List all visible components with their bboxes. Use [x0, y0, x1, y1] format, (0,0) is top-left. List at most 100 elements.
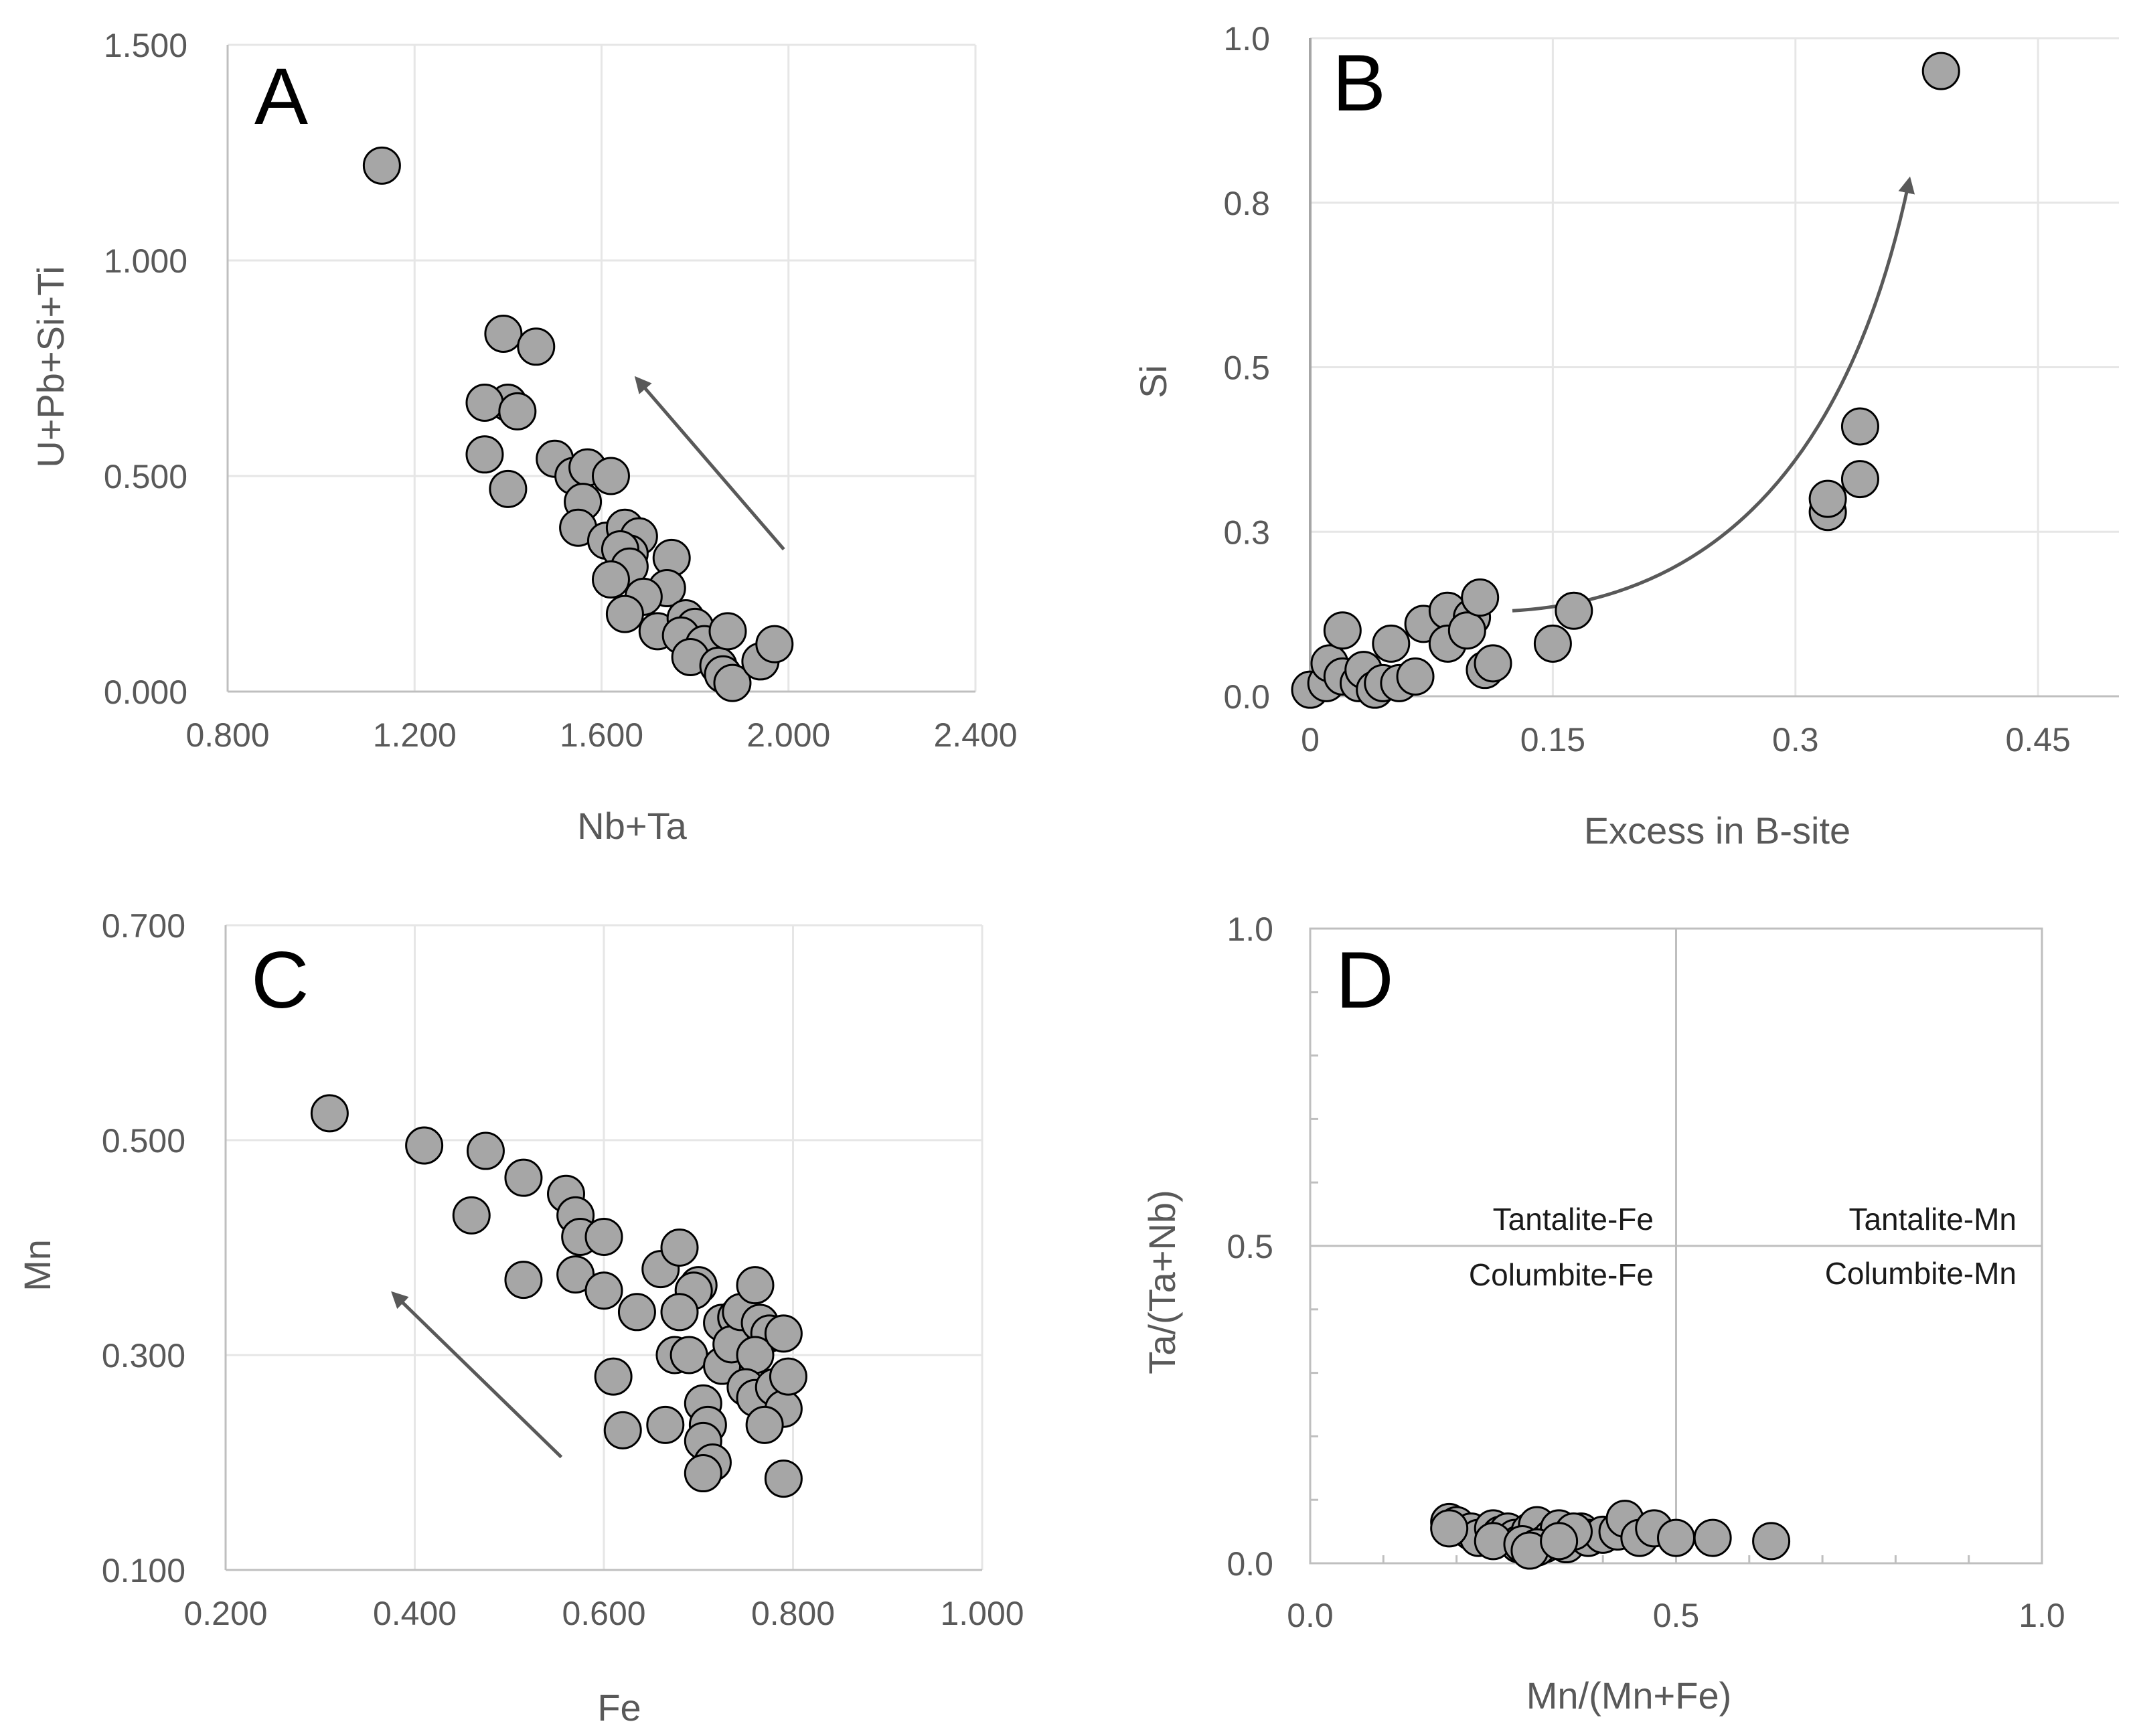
x-tick-label-3: 2.000: [746, 716, 830, 754]
x-tick-label-0: 0: [1301, 721, 1320, 759]
panel-a-frame: [226, 45, 975, 693]
data-point-7: [489, 469, 528, 508]
panel-b-x-axis-label: Excess in B-site: [1584, 809, 1850, 852]
data-point-3: [452, 1196, 491, 1235]
data-point-4: [504, 1158, 543, 1197]
panel-d-minor-ticks: [1310, 991, 1970, 1563]
data-point-21: [1555, 591, 1593, 630]
panel-b-frame: [1309, 38, 2119, 698]
data-point-36: [755, 625, 794, 663]
data-point-23: [1808, 479, 1847, 518]
x-tick-label-1: 0.15: [1520, 721, 1585, 759]
panel-c-points: [310, 1094, 807, 1498]
y-tick-label-2: 0.500: [102, 1122, 185, 1160]
trend-arrow: [1512, 176, 1915, 613]
panel-a-points: [362, 146, 794, 702]
data-point-26: [1921, 52, 1960, 90]
data-point-22: [1657, 1518, 1695, 1557]
data-point-14: [660, 1229, 699, 1267]
panel-d-divider-lines: [1310, 929, 2042, 1563]
panel-a-x-ticks: 0.800 1.200 1.600 2.000 2.400: [185, 716, 1017, 754]
x-tick-label-1: 1.200: [373, 716, 457, 754]
data-point-33: [736, 1266, 775, 1305]
data-point-19: [669, 1336, 708, 1374]
data-point-17: [1461, 578, 1500, 617]
panel-b-y-ticks: 0.0 0.3 0.5 0.8 1.0: [1223, 20, 1270, 716]
y-tick-label-1: 0.300: [102, 1337, 185, 1374]
y-tick-label-2: 1.000: [104, 242, 187, 280]
data-point-5: [498, 392, 537, 430]
x-tick-label-1: 0.5: [1653, 1597, 1700, 1634]
panel-d-y-axis-label: Ta/(Ta+Nb): [1141, 1190, 1183, 1374]
panel-d-x-axis-label: Mn/(Mn+Fe): [1526, 1674, 1732, 1717]
data-point-0: [362, 146, 401, 185]
panel-a-x-axis-label: Nb+Ta: [577, 805, 687, 847]
data-point-25: [1840, 407, 1879, 446]
panel-b-grid: [1310, 37, 2119, 696]
data-point-17: [660, 1293, 699, 1332]
region-label-tantalite-mn: Tantalite-Mn: [1848, 1202, 2017, 1237]
panel-c-frame: [224, 925, 982, 1571]
panel-c-y-axis-label: Mn: [16, 1239, 58, 1291]
data-point-34: [713, 663, 752, 702]
data-point-9: [1372, 624, 1411, 663]
x-tick-label-2: 0.600: [562, 1595, 645, 1632]
region-label-columbite-fe: Columbite-Fe: [1469, 1257, 1654, 1292]
panel-c-trend-arrow: [391, 1291, 563, 1459]
data-point-9: [556, 1255, 595, 1294]
data-point-11: [584, 1271, 623, 1310]
region-label-columbite-mn: Columbite-Mn: [1825, 1256, 2017, 1291]
data-point-20: [594, 1357, 633, 1396]
data-point-21: [603, 1411, 642, 1449]
x-tick-label-2: 0.3: [1772, 721, 1819, 759]
data-point-2: [466, 1131, 505, 1170]
panel-d-x-ticks: 0.0 0.5 1.0: [1287, 1597, 2065, 1634]
data-point-43: [745, 1405, 784, 1444]
panel-d-y-ticks: 0.0 0.5 1.0: [1227, 911, 1273, 1583]
data-point-29: [1430, 1509, 1469, 1548]
data-point-2: [517, 327, 556, 366]
panel-b-points: [1291, 52, 1960, 709]
data-point-8: [584, 1217, 623, 1256]
data-point-42: [769, 1357, 807, 1396]
data-point-44: [764, 1459, 803, 1498]
data-point-27: [684, 1454, 722, 1493]
panel-d-points: [1430, 1500, 1791, 1570]
y-tick-label-0: 0.0: [1227, 1545, 1273, 1583]
trend-arrow: [391, 1291, 563, 1459]
data-point-24: [1840, 460, 1879, 499]
x-tick-label-3: 0.800: [751, 1595, 835, 1632]
data-point-0: [310, 1094, 349, 1133]
x-tick-label-4: 2.400: [933, 716, 1017, 754]
y-tick-label-1: 0.500: [104, 458, 187, 495]
panel-c-x-axis-label: Fe: [597, 1686, 641, 1729]
data-point-20: [1533, 624, 1572, 663]
data-point-37: [764, 1314, 803, 1353]
y-tick-label-3: 1.500: [104, 27, 187, 64]
x-tick-label-0: 0.800: [185, 716, 269, 754]
y-tick-label-0: 0.100: [102, 1552, 185, 1589]
region-label-tantalite-fe: Tantalite-Fe: [1493, 1202, 1654, 1237]
data-point-4: [465, 384, 504, 422]
trend-arrow: [634, 376, 785, 551]
data-point-16: [1447, 611, 1486, 650]
data-point-32: [708, 612, 747, 651]
x-tick-label-4: 1.000: [940, 1595, 1024, 1632]
y-tick-label-3: 0.700: [102, 907, 185, 945]
panel-c-letter: C: [251, 935, 309, 1025]
data-point-19: [1474, 644, 1512, 683]
y-tick-label-2: 1.0: [1227, 911, 1273, 948]
data-point-11: [1396, 657, 1435, 696]
x-tick-label-2: 1.600: [560, 716, 643, 754]
x-tick-label-3: 0.45: [2006, 721, 2071, 759]
data-point-23: [1693, 1518, 1732, 1557]
panel-c-x-ticks: 0.200 0.400 0.600 0.800 1.000: [183, 1595, 1024, 1632]
panel-b-letter: B: [1332, 38, 1386, 128]
y-tick-label-3: 0.8: [1223, 185, 1270, 222]
x-tick-label-2: 1.0: [2019, 1597, 2065, 1634]
y-tick-label-1: 0.3: [1223, 514, 1270, 551]
panel-d-letter: D: [1336, 935, 1394, 1025]
panel-a-letter: A: [254, 52, 308, 141]
panel-a: 0.800 1.200 1.600 2.000 2.400 0.000 0.500 1.00…: [29, 27, 1018, 847]
